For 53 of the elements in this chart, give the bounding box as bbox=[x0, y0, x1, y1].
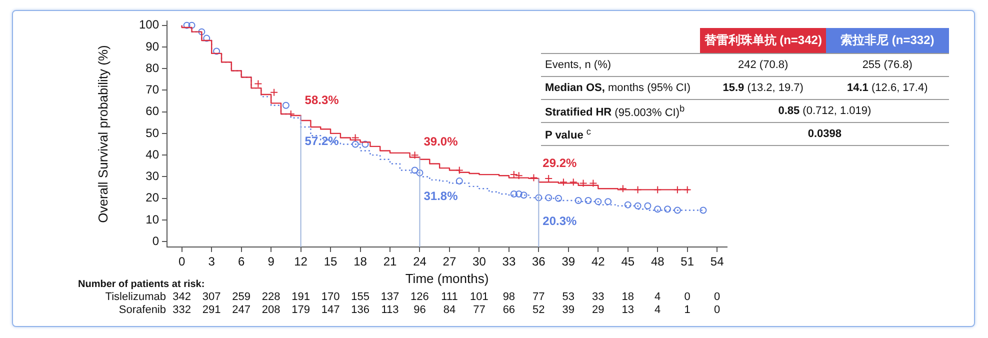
x-axis-title: Time (months) bbox=[405, 270, 489, 286]
annotation: 57.2% bbox=[304, 134, 340, 148]
x-tick-label: 12 bbox=[294, 254, 308, 269]
y-tick-label: 90 bbox=[146, 39, 160, 54]
y-tick-label: 40 bbox=[146, 147, 160, 162]
y-tick-label: 60 bbox=[146, 104, 160, 118]
x-tick-label: 0 bbox=[178, 254, 186, 269]
y-tick-label: 10 bbox=[146, 212, 160, 226]
text: 0.85 (0.712, 1.019) bbox=[778, 105, 872, 117]
text: 索拉非尼 (n=332) bbox=[826, 28, 949, 54]
text: Tislelizumab 342 307 259 228 191 170 155 137 126 111 101 98 77 53 33 18 4 0 0 bbox=[105, 291, 720, 303]
y-tick-label: 70 bbox=[146, 82, 160, 97]
annotation: 29.2% bbox=[542, 156, 578, 170]
x-tick-label: 45 bbox=[621, 254, 635, 269]
text: 14.1 (12.6, 17.4) bbox=[847, 82, 928, 94]
x-tick-label: 18 bbox=[354, 254, 368, 269]
x-tick-label: 42 bbox=[591, 254, 606, 269]
x-tick-label: 54 bbox=[710, 254, 724, 269]
text: 替雷利珠单抗 (n=342) bbox=[700, 28, 826, 54]
y-tick-label: 0 bbox=[152, 234, 160, 248]
x-tick-label: 30 bbox=[472, 254, 486, 269]
annotation: Stratified HR (95.003% CI)$^{b}$ bbox=[545, 103, 685, 119]
y-tick-label: 30 bbox=[146, 169, 160, 184]
annotation: Median OS, months (95% CI) bbox=[545, 82, 690, 94]
x-tick-label: 36 bbox=[532, 254, 546, 269]
x-tick-label: 24 bbox=[413, 254, 427, 269]
text: 0.0398 bbox=[808, 128, 842, 140]
text: Number of patients at risk: bbox=[78, 279, 205, 290]
y-tick-label: 100 bbox=[138, 18, 160, 32]
y-tick-label: 20 bbox=[146, 190, 160, 205]
text: Sorafenib 332 291 247 208 179 147 136 113 96 84 77 66 52 39 29 13 4 1 0 bbox=[118, 304, 720, 316]
text: 242 (70.8) bbox=[738, 59, 788, 71]
text: 255 (76.8) bbox=[862, 59, 912, 71]
annotation: 31.8% bbox=[424, 189, 458, 204]
x-tick-label: 9 bbox=[268, 254, 275, 269]
x-tick-label: 33 bbox=[502, 254, 516, 269]
y-axis-title: Overall Survival probability (%) bbox=[95, 45, 110, 223]
annotation: P value $^{c}$ bbox=[545, 126, 591, 142]
annotation: 15.9 (13.2, 19.7) bbox=[722, 82, 804, 94]
x-tick-label: 15 bbox=[324, 254, 338, 269]
x-tick-label: 21 bbox=[383, 254, 398, 269]
x-tick-label: 39 bbox=[562, 254, 576, 269]
y-tick-label: 80 bbox=[146, 60, 160, 75]
annotation: 20.3% bbox=[542, 214, 578, 228]
x-tick-label: 6 bbox=[238, 254, 245, 269]
x-tick-label: 48 bbox=[650, 254, 665, 269]
x-tick-label: 27 bbox=[442, 254, 456, 269]
annotation: Events, n (%) bbox=[545, 59, 612, 71]
y-tick-label: 50 bbox=[146, 126, 160, 140]
x-tick-label: 3 bbox=[208, 254, 216, 269]
annotation: 39.0% bbox=[424, 134, 458, 149]
annotation: 58.3% bbox=[304, 92, 340, 107]
x-tick-label: 51 bbox=[680, 254, 694, 269]
